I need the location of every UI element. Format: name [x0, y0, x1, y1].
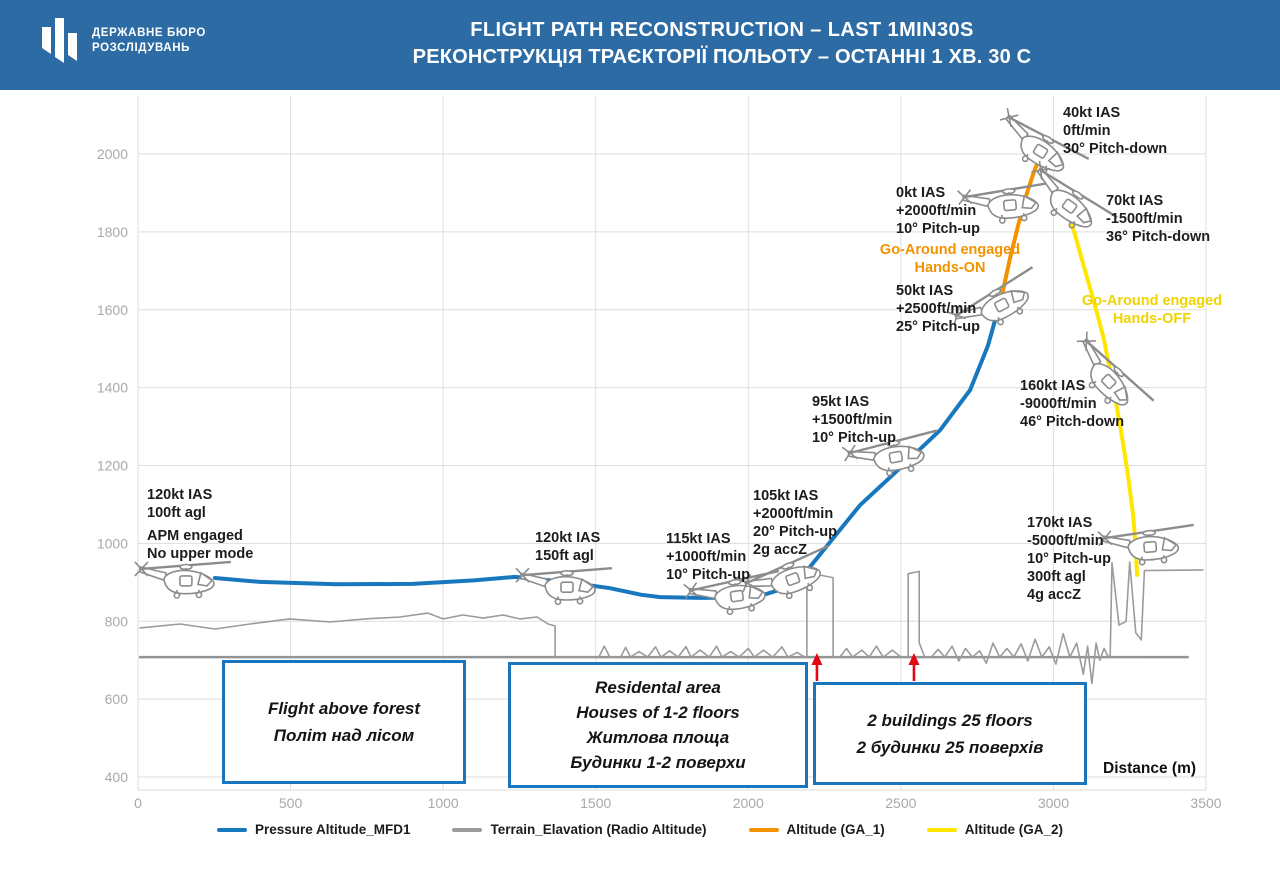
y-tick-label: 600 — [105, 691, 129, 707]
title-ukrainian: РЕКОНСТРУКЦІЯ ТРАЄКТОРІЇ ПОЛЬОТУ – ОСТАН… — [412, 46, 1032, 68]
red-arrow-head-icon — [908, 653, 920, 665]
y-tick-label: 400 — [105, 769, 129, 785]
legend-swatch-icon — [926, 827, 957, 832]
legend-label: Terrain_Elavation (Radio Altitude) — [490, 822, 707, 837]
x-tick-label: 2000 — [733, 795, 764, 811]
dbr-logo: ДЕРЖАВНЕ БЮРО РОЗСЛІДУВАНЬ — [40, 18, 206, 64]
axis-tick-labels: 2000 1800 1600 1400 1200 1000 800 600 400 0 500 100… — [97, 146, 1222, 811]
helicopter-icon — [1096, 523, 1198, 569]
x-axis-label: Distance (m) — [1103, 760, 1197, 777]
x-tick-label: 3500 — [1190, 795, 1221, 811]
logo-text-line1: ДЕРЖАВНЕ БЮРО — [92, 27, 206, 39]
x-tick-label: 1500 — [580, 795, 611, 811]
y-tick-label: 2000 — [97, 146, 128, 162]
y-tick-label: 1400 — [97, 380, 128, 396]
chart-legend: Pressure Altitude_MFD1 Terrain_Elavation … — [0, 822, 1280, 837]
legend-item: Altitude (GA_2) — [926, 822, 1064, 837]
series-layer — [138, 146, 1204, 685]
logo-text: ДЕРЖАВНЕ БЮРО РОЗСЛІДУВАНЬ — [92, 26, 206, 56]
y-tick-label: 800 — [105, 613, 129, 629]
helicopter-icon — [987, 106, 1090, 191]
legend-label: Altitude (GA_1) — [786, 822, 885, 837]
legend-swatch-icon — [452, 827, 483, 832]
title-english: FLIGHT PATH RECONSTRUCTION – LAST 1MIN30… — [470, 19, 974, 41]
x-tick-label: 3000 — [1038, 795, 1069, 811]
header-bar: ДЕРЖАВНЕ БЮРО РОЗСЛІДУВАНЬ FLIGHT PATH R… — [0, 0, 1280, 90]
series-terrain-elavation-radio-altitude- — [139, 561, 1204, 685]
building-arrows — [811, 653, 920, 681]
helicopter-icon — [956, 181, 1058, 228]
x-tick-label: 0 — [134, 795, 142, 811]
legend-label: Pressure Altitude_MFD1 — [254, 822, 411, 837]
legend-label: Altitude (GA_2) — [964, 822, 1064, 837]
page-title: FLIGHT PATH RECONSTRUCTION – LAST 1MIN30… — [413, 17, 1032, 71]
x-tick-label: 2500 — [885, 795, 916, 811]
y-tick-label: 1000 — [97, 535, 128, 551]
y-tick-label: 1800 — [97, 224, 128, 240]
legend-item: Altitude (GA_1) — [748, 822, 885, 837]
grid-layer — [137, 96, 1207, 791]
helicopter-icon — [946, 265, 1051, 346]
red-arrow-head-icon — [811, 653, 823, 665]
y-tick-label: 1200 — [97, 458, 128, 474]
series-pressure-altitude-mfd1 — [212, 292, 1005, 600]
legend-item: Pressure Altitude_MFD1 — [216, 822, 411, 837]
legend-swatch-icon — [216, 827, 247, 832]
dbr-logo-mark — [42, 18, 77, 63]
y-tick-label: 1600 — [97, 302, 128, 318]
legend-item: Terrain_Elavation (Radio Altitude) — [452, 822, 707, 837]
x-tick-label: 1000 — [428, 795, 459, 811]
x-tick-label: 500 — [279, 795, 303, 811]
logo-text-line2: РОЗСЛІДУВАНЬ — [92, 42, 190, 54]
legend-swatch-icon — [748, 827, 779, 832]
helicopter-icon — [1059, 330, 1155, 427]
